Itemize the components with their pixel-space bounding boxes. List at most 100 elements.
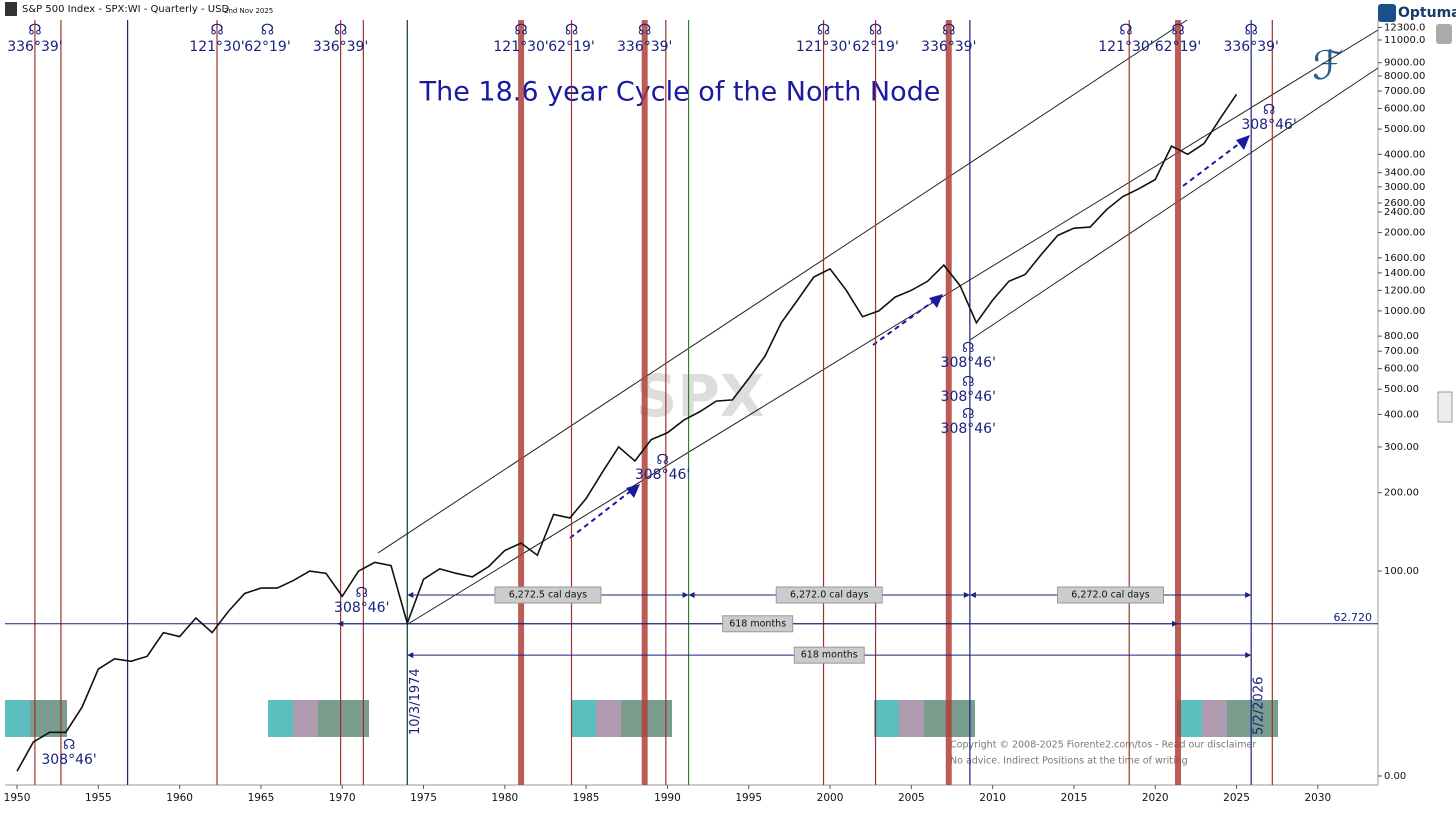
x-tick-label: 2005 — [898, 792, 925, 804]
y-tick-label: 3400.00 — [1384, 168, 1425, 179]
brand: Optuma — [1398, 5, 1456, 21]
x-tick-label: 2025 — [1223, 792, 1250, 804]
y-tick-label: 200.00 — [1384, 488, 1419, 499]
date-label: 5/2/2026 — [1252, 677, 1267, 735]
x-tick-label: 2030 — [1304, 792, 1331, 804]
span-box — [793, 646, 865, 664]
span-arrow — [407, 652, 414, 659]
y-tick-label: 2600.00 — [1384, 198, 1425, 209]
span-arrow — [407, 592, 414, 599]
span-label: 6,272.0 cal days — [790, 590, 868, 601]
span-label: 618 months — [801, 650, 858, 661]
x-tick-label: 2000 — [817, 792, 844, 804]
channel-line — [969, 67, 1379, 341]
y-tick-label: 800.00 — [1384, 331, 1419, 342]
note-symbol: ☊ — [1263, 102, 1275, 118]
y-tick-label: 700.00 — [1384, 346, 1419, 357]
x-tick-label: 1995 — [735, 792, 762, 804]
channel-line — [407, 29, 1379, 625]
span-arrow — [337, 620, 344, 627]
channel-line — [377, 19, 1188, 554]
span-arrow — [1245, 592, 1252, 599]
y-tick-label: 0.00 — [1384, 771, 1406, 782]
y-tick-label: 2400.00 — [1384, 207, 1425, 218]
side-tab[interactable] — [1437, 391, 1453, 423]
x-tick-label: 1960 — [166, 792, 193, 804]
y-tick-label: 500.00 — [1384, 384, 1419, 395]
note-label: 308°46' — [941, 355, 996, 371]
watermark: SPX — [636, 362, 765, 430]
note-label: 308°46' — [941, 421, 996, 437]
arrowhead — [626, 484, 640, 498]
span-arrow — [1245, 652, 1252, 659]
y-tick-label: 2000.00 — [1384, 228, 1425, 239]
node-label: 121°30' — [1098, 39, 1153, 55]
y-tick-label: 300.00 — [1384, 442, 1419, 453]
note-symbol: ☊ — [962, 374, 974, 390]
block — [571, 700, 596, 737]
x-tick-label: 1970 — [329, 792, 356, 804]
span-box — [775, 586, 883, 604]
block — [268, 700, 293, 737]
y-tick-label: 1000.00 — [1384, 306, 1425, 317]
chart-title: The 18.6 year Cycle of the North Node — [419, 77, 941, 108]
x-tick-label: 2015 — [1061, 792, 1088, 804]
price-line — [16, 93, 1238, 772]
copyright: Copyright © 2008-2025 Fiorente2.com/tos … — [950, 740, 1256, 751]
node-symbol: ☊ — [565, 21, 578, 39]
block — [1202, 700, 1227, 737]
x-tick-label: 2020 — [1142, 792, 1169, 804]
y-tick-label: 3000.00 — [1384, 182, 1425, 193]
block — [596, 700, 621, 737]
node-symbol: ☊ — [942, 21, 955, 39]
x-tick-label: 1980 — [491, 792, 518, 804]
span-label: 618 months — [729, 618, 786, 629]
node-symbol: ☊ — [28, 21, 41, 39]
note-symbol: ☊ — [63, 737, 75, 753]
block — [1227, 700, 1278, 737]
node-label: 336°39' — [313, 39, 368, 55]
arrowhead — [929, 294, 943, 308]
node-symbol: ☊ — [210, 21, 223, 39]
y-tick-label: 9000.00 — [1384, 58, 1425, 69]
disclaimer: No advice. Indirect Positions at the tim… — [950, 756, 1188, 767]
node-label: 336°39' — [617, 39, 672, 55]
node-label: 336°39' — [921, 39, 976, 55]
brand-icon — [1378, 4, 1396, 22]
note-label: 308°46' — [334, 600, 389, 616]
note-symbol: ☊ — [962, 340, 974, 356]
y-tick-label: 7000.00 — [1384, 86, 1425, 97]
y-tick-label: 400.00 — [1384, 409, 1419, 420]
header-date: 2nd Nov 2025 — [224, 7, 273, 15]
span-label: 6,272.5 cal days — [509, 590, 587, 601]
node-symbol: ☊ — [1245, 21, 1258, 39]
note-label: 308°46' — [1241, 117, 1296, 133]
note-label: 308°46' — [941, 389, 996, 405]
y-tick-label: 1400.00 — [1384, 268, 1425, 279]
note-label: 308°46' — [635, 467, 690, 483]
node-label: 121°30' — [493, 39, 548, 55]
x-tick-label: 1975 — [410, 792, 437, 804]
arrow — [872, 299, 936, 346]
span-arrow — [969, 592, 976, 599]
y-tick-label: 5000.00 — [1384, 124, 1425, 135]
x-tick-label: 1990 — [654, 792, 681, 804]
arrow — [569, 489, 633, 539]
y-tick-label: 4000.00 — [1384, 149, 1425, 160]
y-tick-label: 600.00 — [1384, 364, 1419, 375]
app-icon — [5, 2, 17, 16]
block — [874, 700, 899, 737]
span-box — [494, 586, 602, 604]
node-symbol: ☊ — [638, 21, 651, 39]
cycle-blocks — [5, 700, 1278, 737]
node-label: 336°39' — [7, 39, 62, 55]
node-label: 336°39' — [1223, 39, 1278, 55]
arrowhead — [1236, 135, 1250, 150]
y-tick-label: 11000.0 — [1384, 35, 1425, 46]
span-box — [722, 615, 794, 633]
x-tick-label: 2010 — [979, 792, 1006, 804]
span-box — [1057, 586, 1165, 604]
node-symbol: ☊ — [1119, 21, 1132, 39]
node-symbol: ☊ — [261, 21, 274, 39]
lock-icon — [1436, 24, 1452, 44]
